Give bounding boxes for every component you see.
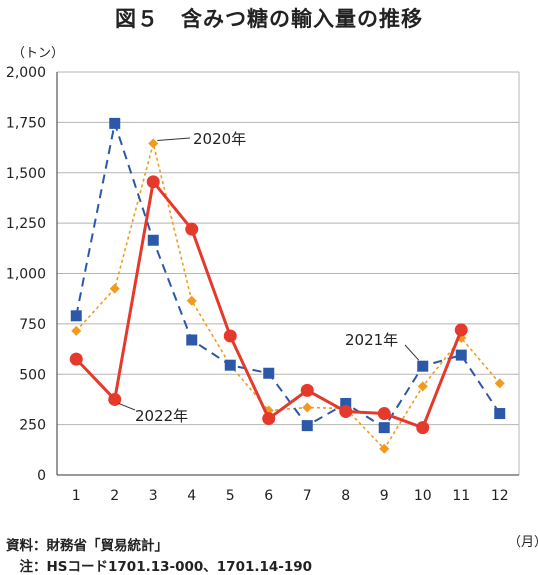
series-2021-point-1: [70, 310, 82, 322]
x-tick-label-3: 3: [149, 488, 158, 504]
x-axis-unit: （月）: [508, 535, 538, 550]
series-2022-point-3: [146, 175, 160, 189]
footer-source: 資料：財務省「貿易統計」: [6, 538, 168, 554]
series-group: [69, 117, 506, 454]
x-tick-label-9: 9: [380, 488, 389, 504]
series-2021: [70, 117, 506, 434]
series-2020-point-10: [417, 381, 428, 392]
x-tick-label-1: 1: [72, 488, 81, 504]
series-2020-point-9: [379, 443, 390, 454]
y-tick-label-1500: 1,500: [6, 166, 46, 182]
annotation-2022-label: 2022年: [135, 407, 188, 425]
y-tick-label-1750: 1,750: [6, 115, 46, 131]
series-2022-point-10: [416, 421, 430, 435]
series-2022-point-4: [185, 222, 199, 236]
axes: [56, 72, 519, 476]
series-2021-point-5: [224, 359, 236, 371]
x-tick-label-6: 6: [264, 488, 273, 504]
y-tick-label-250: 250: [19, 418, 46, 434]
y-tick-label-0: 0: [37, 468, 46, 484]
annotation-2021-leader: [404, 344, 420, 361]
y-tick-label-2000: 2,000: [6, 65, 46, 81]
series-2022-point-9: [377, 407, 391, 421]
annotation-2022-leader: [118, 402, 136, 411]
x-tick-label-10: 10: [414, 488, 432, 504]
series-2022-point-2: [108, 392, 122, 406]
y-tick-label-1250: 1,250: [6, 216, 46, 232]
series-2022-point-8: [339, 405, 353, 419]
series-2021-point-11: [455, 349, 467, 361]
series-2022-point-11: [454, 323, 468, 337]
series-2021-point-9: [378, 422, 390, 434]
annotation-2021-label: 2021年: [345, 331, 398, 349]
series-2021-point-7: [301, 420, 313, 432]
chart-title: 図５ 含みつ糖の輸入量の推移: [115, 7, 423, 31]
x-tick-label-12: 12: [491, 488, 509, 504]
x-tick-labels: 1 2 3 4 5 6 7 8 9 10 11 12: [72, 488, 509, 504]
x-tick-label-2: 2: [110, 488, 119, 504]
annotation-2020-leader: [157, 137, 191, 142]
x-tick-label-5: 5: [226, 488, 235, 504]
series-2021-point-10: [417, 360, 429, 372]
series-2021-point-6: [263, 367, 275, 379]
grid-lines: [57, 71, 520, 475]
series-2022-point-6: [262, 412, 276, 426]
series-2020-point-2: [109, 283, 120, 294]
series-2020-point-7: [302, 402, 313, 413]
footer-note: 注：HSコード1701.13-000、1701.14-190: [6, 559, 313, 575]
x-tick-label-8: 8: [341, 488, 350, 504]
y-tick-label-1000: 1,000: [6, 267, 46, 283]
series-2022-point-7: [300, 383, 314, 397]
y-tick-label-750: 750: [19, 317, 46, 333]
series-2020-point-4: [186, 295, 197, 306]
series-2021-point-4: [186, 334, 198, 346]
y-tick-labels: 0 250 500 750 1,000 1,250 1,500 1,750 2,000: [6, 65, 46, 484]
y-tick-label-500: 500: [19, 367, 46, 383]
x-tick-label-11: 11: [452, 488, 470, 504]
annotation-2020-label: 2020年: [193, 130, 246, 148]
x-tick-label-7: 7: [303, 488, 312, 504]
series-2020-point-12: [494, 378, 505, 389]
series-2022-line: [75, 180, 463, 430]
series-2021-point-2: [109, 117, 121, 129]
series-2021-point-8: [340, 397, 352, 409]
annotations: 2020年 2021年 2022年: [118, 130, 420, 425]
series-2021-point-3: [147, 234, 159, 246]
series-2020-line: [75, 142, 501, 450]
series-2022-point-1: [69, 352, 83, 366]
y-axis-unit: （トン）: [12, 46, 65, 61]
series-2020-point-1: [71, 325, 82, 336]
series-2021-point-12: [494, 408, 506, 420]
series-2022-point-5: [223, 329, 237, 343]
series-2021-line: [75, 122, 501, 429]
x-tick-label-4: 4: [187, 488, 196, 504]
series-2020-point-3: [148, 138, 159, 149]
series-2022: [69, 175, 468, 435]
